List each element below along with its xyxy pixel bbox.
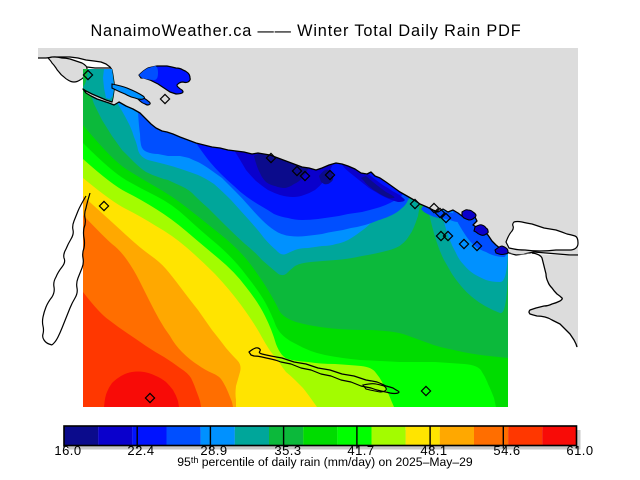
svg-text:41.7: 41.7 xyxy=(347,443,374,458)
svg-text:95th percentile of daily rain: 95th percentile of daily rain (mm/day) o… xyxy=(177,455,473,469)
svg-text:16.0: 16.0 xyxy=(54,443,81,458)
svg-text:48.1: 48.1 xyxy=(420,443,447,458)
svg-text:28.9: 28.9 xyxy=(200,443,227,458)
svg-text:61.0: 61.0 xyxy=(566,443,593,458)
svg-text:22.4: 22.4 xyxy=(127,443,154,458)
svg-text:54.6: 54.6 xyxy=(493,443,520,458)
svg-text:NanaimoWeather.ca —— Winter To: NanaimoWeather.ca —— Winter Total Daily … xyxy=(90,22,521,40)
svg-text:35.3: 35.3 xyxy=(274,443,301,458)
